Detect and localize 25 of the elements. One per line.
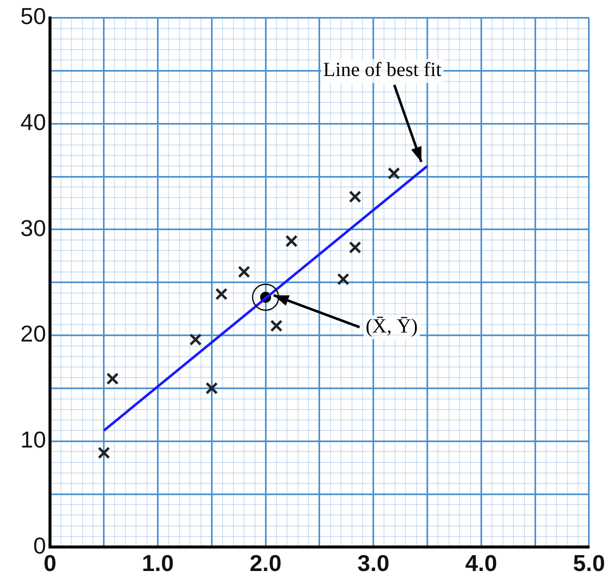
- point: [388, 167, 400, 180]
- point: [215, 288, 228, 300]
- y-tick-label: 30: [20, 214, 46, 241]
- point: [189, 333, 202, 346]
- point: [337, 273, 350, 286]
- x-tick-label: 3.0: [357, 550, 390, 576]
- point: [238, 266, 250, 278]
- point: [348, 190, 362, 203]
- annotation: Line of best fit: [323, 59, 442, 82]
- point: [106, 372, 119, 385]
- point: [270, 320, 283, 332]
- y-tick-label: 20: [20, 320, 46, 347]
- y-tick-label: 10: [20, 426, 46, 453]
- point: [285, 234, 298, 248]
- x-tick-label: 2.0: [250, 550, 282, 576]
- y-tick-label: 50: [20, 3, 46, 30]
- x-tick-label: 1.0: [142, 550, 174, 576]
- x-tick-label: 5.0: [573, 550, 605, 576]
- point: [206, 382, 218, 394]
- point: [348, 241, 362, 254]
- y-tick-label: 0: [33, 532, 46, 558]
- annotation: (X̄, Ȳ): [366, 315, 418, 338]
- x-tick-label: 4.0: [465, 550, 498, 576]
- point: [98, 446, 110, 459]
- y-tick-label: 40: [20, 108, 46, 135]
